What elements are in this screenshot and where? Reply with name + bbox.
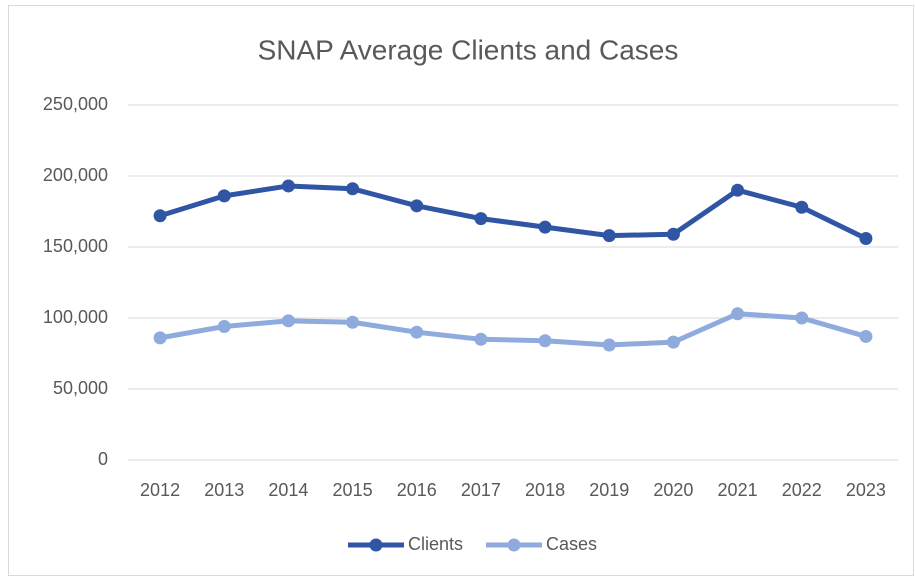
x-tick-label: 2022 xyxy=(782,480,822,500)
marker xyxy=(666,335,680,349)
x-tick-label: 2017 xyxy=(461,480,501,500)
marker xyxy=(281,179,295,193)
x-tick-label: 2023 xyxy=(846,480,886,500)
series-line xyxy=(157,183,869,241)
marker xyxy=(153,209,167,223)
x-tick-label: 2020 xyxy=(653,480,693,500)
legend-label: Clients xyxy=(408,534,463,554)
marker xyxy=(795,200,809,214)
marker xyxy=(281,314,295,328)
series-line xyxy=(157,311,869,348)
marker xyxy=(410,325,424,339)
marker xyxy=(153,331,167,345)
marker xyxy=(859,231,873,245)
marker xyxy=(474,212,488,226)
marker xyxy=(538,334,552,348)
x-tick-label: 2018 xyxy=(525,480,565,500)
marker xyxy=(410,199,424,213)
y-tick-label: 100,000 xyxy=(43,307,108,327)
marker xyxy=(795,311,809,325)
marker xyxy=(859,329,873,343)
y-tick-label: 200,000 xyxy=(43,165,108,185)
x-tick-label: 2012 xyxy=(140,480,180,500)
chart-title: SNAP Average Clients and Cases xyxy=(258,34,679,65)
legend-marker xyxy=(369,538,383,552)
marker xyxy=(346,182,360,196)
marker xyxy=(217,189,231,203)
x-tick-label: 2019 xyxy=(589,480,629,500)
x-tick-label: 2014 xyxy=(268,480,308,500)
marker xyxy=(731,183,745,197)
y-tick-label: 0 xyxy=(98,449,108,469)
marker xyxy=(346,315,360,329)
marker xyxy=(538,220,552,234)
marker xyxy=(602,338,616,352)
legend-label: Cases xyxy=(546,534,597,554)
x-tick-label: 2013 xyxy=(204,480,244,500)
y-tick-label: 50,000 xyxy=(53,378,108,398)
marker xyxy=(731,307,745,321)
y-tick-label: 250,000 xyxy=(43,94,108,114)
chart-border xyxy=(8,5,914,576)
legend-marker xyxy=(507,538,521,552)
x-tick-label: 2015 xyxy=(333,480,373,500)
marker xyxy=(474,332,488,346)
x-tick-label: 2016 xyxy=(397,480,437,500)
marker xyxy=(602,229,616,243)
y-tick-label: 150,000 xyxy=(43,236,108,256)
marker xyxy=(666,227,680,241)
x-tick-label: 2021 xyxy=(718,480,758,500)
marker xyxy=(217,320,231,334)
